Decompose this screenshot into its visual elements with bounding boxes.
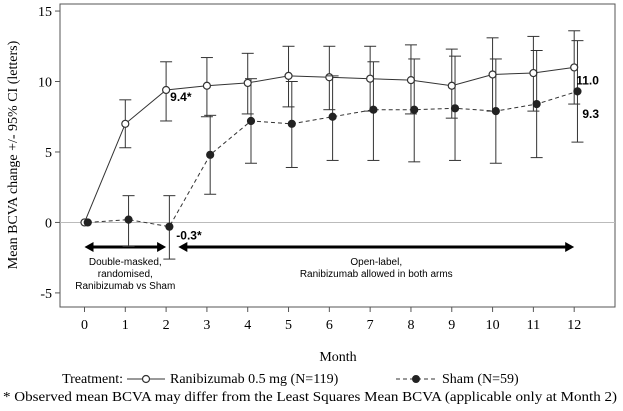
data-point	[369, 105, 378, 114]
data-point	[162, 85, 171, 95]
data-point	[206, 150, 215, 159]
x-tick-label: 0	[81, 318, 88, 333]
legend-item-sham: Sham (N=59)	[442, 372, 519, 387]
data-point	[83, 218, 92, 227]
x-tick-label: 4	[244, 318, 251, 333]
data-point	[325, 73, 334, 82]
data-point	[532, 99, 541, 109]
data-point	[121, 119, 130, 128]
period-caption-line: Double-masked,	[89, 257, 162, 268]
x-tick-label: 7	[367, 318, 374, 333]
period-caption-line: Open-label,	[350, 257, 402, 268]
y-tick-label: 10	[38, 76, 52, 91]
period-caption-line: Ranibizumab vs Sham	[75, 281, 175, 292]
x-tick-label: 12	[567, 318, 581, 333]
data-labels: 9.4* -0.3* 11.0 9.3	[170, 73, 599, 242]
footnote: * Observed mean BCVA may differ from the…	[3, 390, 617, 405]
data-label: 11.0	[576, 73, 599, 87]
y-tick-label: 5	[45, 146, 52, 161]
period-caption-line: Ranibizumab allowed in both arms	[300, 269, 453, 280]
data-point	[287, 119, 296, 128]
y-tick-label: 0	[45, 216, 52, 231]
y-tick-label: -5	[40, 287, 52, 302]
data-label: -0.3*	[176, 228, 202, 242]
series-ranibizumab	[80, 30, 581, 227]
data-label: 9.3	[582, 107, 599, 121]
data-point	[202, 81, 212, 90]
data-point	[246, 116, 256, 126]
data-point	[328, 112, 337, 121]
data-label: 9.4*	[170, 90, 192, 104]
period-arrow-right-head	[565, 242, 575, 252]
data-point	[491, 107, 500, 116]
y-axis-label: Mean BCVA change +/- 95% CI (letters)	[6, 40, 21, 269]
data-point	[124, 215, 133, 224]
data-point	[366, 74, 375, 83]
x-tick-label: 1	[122, 318, 129, 333]
legend-prefix: Treatment:	[62, 372, 123, 387]
period-arrow-right-head	[157, 242, 167, 252]
data-point	[570, 63, 579, 72]
y-tick-label: 15	[38, 5, 52, 20]
period-arrow-left-head	[84, 242, 94, 252]
data-point	[284, 71, 293, 80]
data-point	[529, 68, 538, 78]
plot-frame	[59, 3, 616, 308]
x-tick-label: 10	[486, 318, 500, 333]
data-point	[450, 104, 460, 113]
legend-item-ranibizumab: Ranibizumab 0.5 mg (N=119)	[170, 372, 339, 387]
x-tick-label: 8	[407, 318, 414, 333]
legend-sham-marker	[412, 375, 420, 383]
study-periods: Double-masked,randomised,Ranibizumab vs …	[75, 242, 575, 292]
x-tick-label: 3	[203, 318, 210, 333]
data-point	[447, 81, 456, 90]
x-tick-label: 9	[448, 318, 455, 333]
data-point	[488, 70, 497, 79]
data-point	[573, 87, 582, 96]
x-tick-label: 5	[285, 318, 292, 333]
data-point	[243, 78, 252, 88]
period-caption-line: randomised,	[98, 269, 153, 280]
data-point	[410, 105, 419, 114]
x-tick-label: 11	[527, 318, 540, 333]
data-point	[406, 76, 416, 85]
data-point	[165, 222, 174, 231]
x-tick-label: 2	[163, 318, 170, 333]
series-sham	[83, 40, 584, 260]
legend: Treatment: Ranibizumab 0.5 mg (N=119) Sh…	[62, 372, 519, 387]
x-tick-label: 6	[326, 318, 333, 333]
period-arrow-left-head	[178, 242, 188, 252]
series-layer	[80, 30, 584, 260]
legend-ranibizumab-marker	[141, 374, 151, 384]
x-axis-label: Month	[319, 350, 356, 365]
